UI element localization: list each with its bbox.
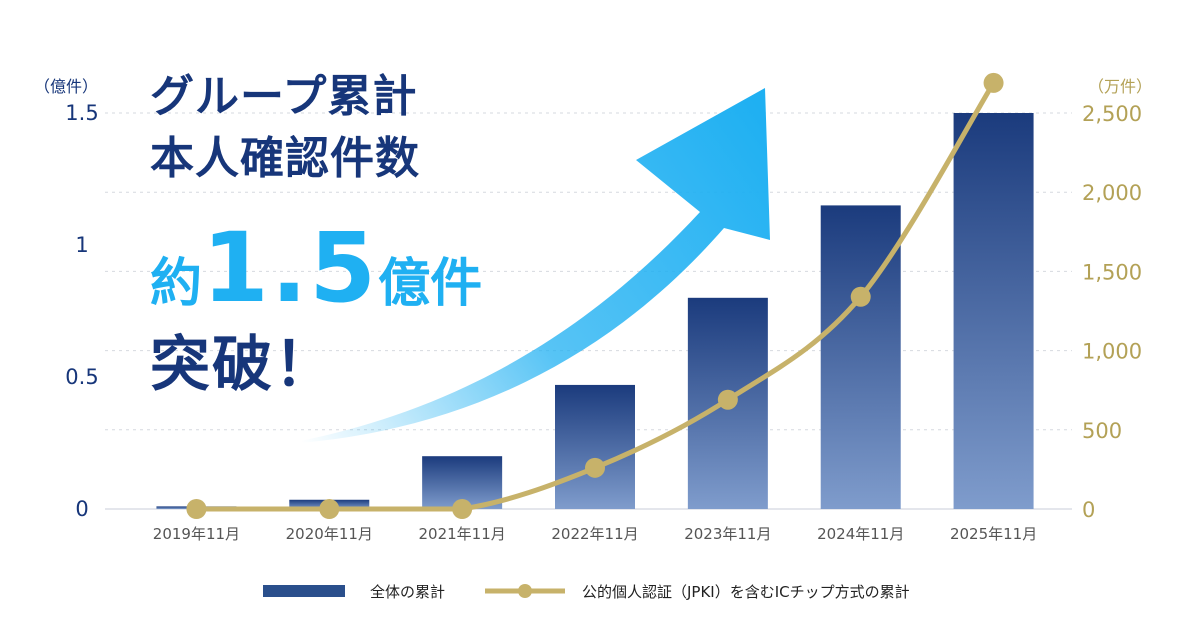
category-label: 2024年11月 bbox=[817, 525, 904, 543]
right-tick-label: 1,000 bbox=[1082, 340, 1142, 364]
left-tick-label: 0.5 bbox=[65, 365, 98, 389]
ic-chip-point bbox=[186, 499, 207, 519]
bar-total-cumulative bbox=[953, 113, 1034, 509]
category-label: 2020年11月 bbox=[286, 525, 373, 543]
right-axis-unit: （万件） bbox=[1088, 77, 1152, 96]
bar-total-cumulative bbox=[555, 384, 635, 509]
bar-total-cumulative bbox=[820, 205, 901, 509]
ic-chip-point bbox=[983, 72, 1004, 93]
headline-prefix: 約 bbox=[150, 254, 203, 314]
headline-unit: 億件 bbox=[378, 254, 483, 314]
legend-line-label: 公的個人認証（JPKI）を含むICチップ方式の累計 bbox=[582, 583, 910, 601]
right-tick-label: 500 bbox=[1082, 419, 1122, 443]
category-label: 2019年11月 bbox=[153, 525, 240, 543]
ic-chip-point bbox=[585, 457, 605, 478]
category-label: 2022年11月 bbox=[551, 525, 638, 543]
right-tick-label: 2,000 bbox=[1082, 181, 1142, 205]
left-tick-label: 0 bbox=[75, 497, 88, 521]
ic-chip-point bbox=[850, 286, 871, 307]
category-label: 2025年11月 bbox=[950, 525, 1037, 543]
ic-chip-point bbox=[452, 499, 473, 519]
gridlines bbox=[105, 112, 1072, 510]
left-tick-label: 1.5 bbox=[65, 101, 98, 125]
right-tick-label: 2,500 bbox=[1082, 102, 1142, 126]
headline-line4: 突破！ bbox=[150, 330, 336, 400]
headline-line2: 本人確認件数 bbox=[150, 133, 420, 184]
ic-chip-point bbox=[319, 499, 340, 519]
right-tick-label: 1,500 bbox=[1082, 260, 1142, 284]
right-tick-label: 0 bbox=[1082, 498, 1095, 522]
legend-bar-label: 全体の累計 bbox=[370, 583, 445, 601]
category-label: 2021年11月 bbox=[419, 525, 506, 543]
headline-line1: グループ累計 bbox=[150, 71, 418, 122]
growth-arrow-icon bbox=[285, 88, 770, 444]
headline-figure: 約1.5億件 bbox=[150, 212, 482, 324]
legend-bar-swatch bbox=[263, 585, 345, 597]
legend-line-marker bbox=[518, 584, 532, 598]
ic-chip-point bbox=[717, 389, 738, 410]
left-axis-unit: （億件） bbox=[34, 77, 98, 96]
category-label: 2023年11月 bbox=[684, 525, 771, 543]
headline-number: 1.5 bbox=[202, 212, 379, 324]
legend: 全体の累計 公的個人認証（JPKI）を含むICチップ方式の累計 bbox=[263, 583, 910, 601]
left-tick-label: 1 bbox=[75, 233, 88, 257]
